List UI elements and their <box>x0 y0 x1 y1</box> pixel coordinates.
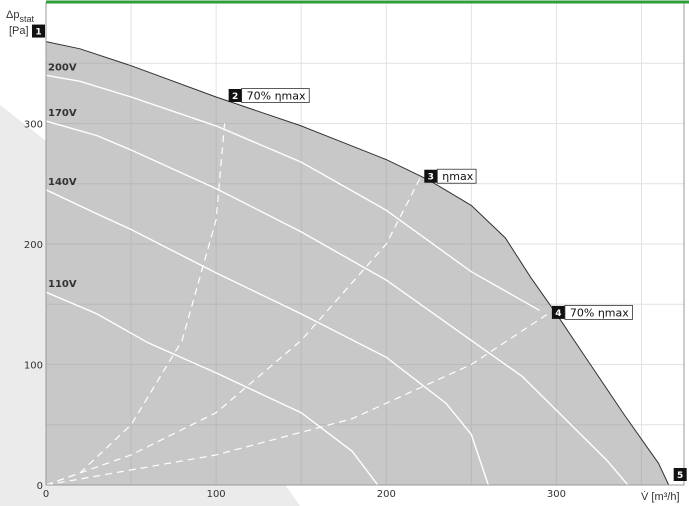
y-tick-label: 300 <box>24 120 43 131</box>
point-markers: 1 2 70% ηmax 3 ηmax 4 70% ηmax 5 <box>32 24 687 481</box>
voltage-curves <box>46 74 629 485</box>
marker-tag-box <box>241 88 310 103</box>
marker-number-box <box>673 468 687 481</box>
marker-3: 3 ηmax <box>424 168 477 184</box>
voltage-curve <box>46 189 489 485</box>
marker-tag-label: 70% ηmax <box>570 306 629 319</box>
x-tick-label: 200 <box>377 489 396 500</box>
voltage-curve <box>46 74 540 311</box>
marker-number: 5 <box>677 471 683 481</box>
marker-number-box <box>424 169 438 183</box>
marker-number: 1 <box>35 28 41 38</box>
voltage-label: 140V <box>48 177 77 188</box>
voltage-label: 170V <box>48 108 77 119</box>
y-axis-title: Δpstat <box>6 9 34 24</box>
voltage-curve <box>46 291 379 485</box>
x-tick-label: 300 <box>547 489 566 500</box>
marker-number-box <box>551 305 565 319</box>
marker-number: 3 <box>428 173 434 183</box>
marker-number-box <box>32 24 45 38</box>
marker-number: 4 <box>555 309 561 319</box>
voltage-labels: 200V 170V 140V 110V <box>48 62 77 290</box>
efficiency-lines <box>45 123 549 486</box>
y-tick-label: 200 <box>24 240 43 251</box>
x-axis-title: V̇ [m³/h] <box>641 490 680 503</box>
marker-tag-box <box>564 304 633 320</box>
efficiency-line <box>45 313 549 486</box>
operating-envelope-outline <box>45 41 670 486</box>
marker-2: 2 70% ηmax <box>228 88 310 103</box>
y-axis-title-symbol: Δp <box>6 9 19 21</box>
voltage-label: 110V <box>48 279 77 290</box>
voltage-curve <box>46 120 629 485</box>
marker-tag-box <box>436 168 477 184</box>
y-tick-label: 100 <box>24 361 43 372</box>
x-tick-label: 100 <box>207 489 226 500</box>
marker-tag-label: 70% ηmax <box>247 89 306 102</box>
y-axis-title-subscript: stat <box>19 14 34 24</box>
marker-1: 1 <box>32 24 45 38</box>
efficiency-line <box>45 177 421 486</box>
marker-tag-label: ηmax <box>442 170 473 183</box>
marker-5: 5 <box>673 468 687 481</box>
voltage-label: 200V <box>48 62 77 73</box>
plot-area <box>45 0 689 486</box>
axis-ticks: 0 100 200 300 0 100 200 300 <box>24 120 566 501</box>
marker-number: 2 <box>232 92 238 102</box>
y-tick-label: 0 <box>37 481 43 492</box>
x-tick-label: 0 <box>43 489 49 500</box>
marker-4: 4 70% ηmax <box>551 304 633 320</box>
marker-number-box <box>228 88 242 102</box>
y-axis-unit: [Pa] <box>9 25 29 37</box>
